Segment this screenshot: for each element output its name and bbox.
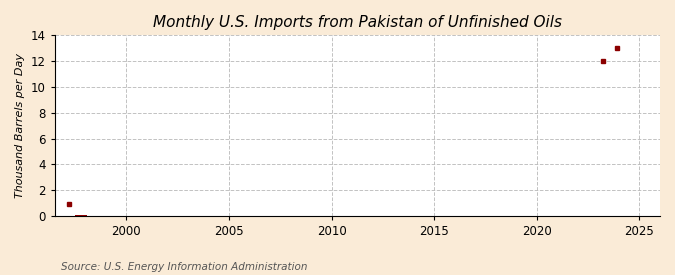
Title: Monthly U.S. Imports from Pakistan of Unfinished Oils: Monthly U.S. Imports from Pakistan of Un… [153, 15, 562, 30]
Text: Source: U.S. Energy Information Administration: Source: U.S. Energy Information Administ… [61, 262, 307, 272]
Y-axis label: Thousand Barrels per Day: Thousand Barrels per Day [15, 53, 25, 198]
Bar [75, 215, 88, 216]
